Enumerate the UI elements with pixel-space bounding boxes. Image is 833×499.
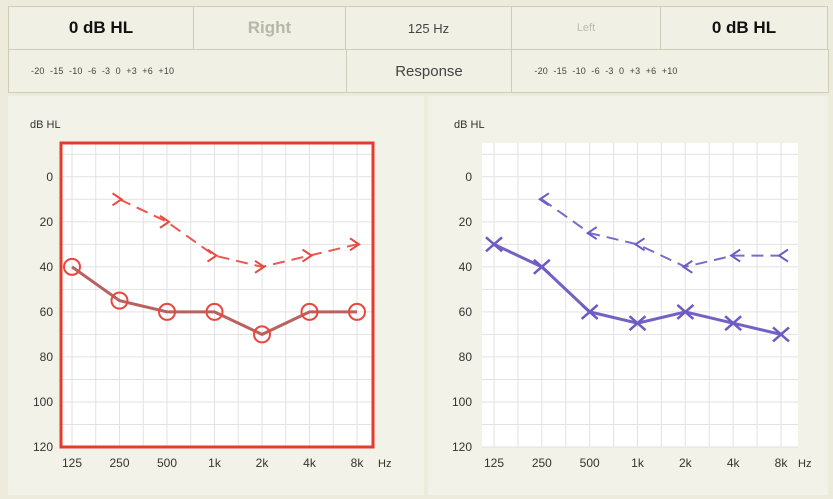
data-point-circle bbox=[63, 257, 81, 276]
x-tick-label: 250 bbox=[109, 456, 129, 470]
plot-area bbox=[61, 143, 373, 447]
y-axis-label: dB HL bbox=[30, 119, 61, 131]
data-point-x bbox=[580, 303, 599, 320]
y-tick-label: 0 bbox=[46, 170, 53, 184]
y-tick-label: 40 bbox=[40, 260, 54, 274]
data-point-chevron bbox=[206, 248, 219, 263]
x-tick-label: 2k bbox=[679, 456, 693, 470]
data-point-chevron bbox=[111, 192, 124, 207]
y-tick-label: 40 bbox=[459, 260, 473, 274]
data-point-circle bbox=[158, 302, 176, 321]
right-audiogram-chart[interactable]: dB HL 0 20 40 60 80 100 120 125 250 500 1k 2k 4k 8k Hz bbox=[8, 96, 424, 495]
x-tick-label: 125 bbox=[62, 456, 82, 470]
data-point-chevron bbox=[729, 248, 741, 263]
y-tick-label: 60 bbox=[459, 305, 473, 319]
y-tick-label: 100 bbox=[33, 395, 53, 409]
data-point-x bbox=[676, 303, 695, 320]
x-axis-label: Hz bbox=[798, 458, 811, 470]
x-tick-label: 1k bbox=[631, 456, 645, 470]
left-audiogram-panel: dB HL 0 20 40 60 80 100 120 125 250 500 1k 2k 4k 8k Hz bbox=[428, 96, 828, 495]
audiometer-header: 0 dB HL Right 125 Hz Left 0 dB HL -20 -1… bbox=[8, 6, 829, 93]
data-point-chevron bbox=[585, 226, 598, 240]
data-point-chevron bbox=[349, 237, 361, 252]
data-point-circle bbox=[205, 302, 224, 321]
x-tick-label: 250 bbox=[532, 456, 552, 470]
right-ear-button[interactable]: Right bbox=[193, 6, 346, 50]
data-point-chevron bbox=[254, 260, 266, 274]
frequency-display: 125 Hz bbox=[345, 6, 512, 50]
data-point-x bbox=[533, 258, 551, 275]
data-point-x bbox=[485, 236, 503, 253]
left-audiogram-chart[interactable]: dB HL 0 20 40 60 80 100 120 125 250 500 1k 2k 4k 8k Hz bbox=[428, 96, 828, 495]
x-tick-label: 500 bbox=[157, 456, 177, 470]
data-point-circle bbox=[110, 291, 129, 310]
y-tick-label: 0 bbox=[465, 170, 472, 184]
x-tick-label: 500 bbox=[580, 456, 600, 470]
series-line-left-chevron bbox=[541, 198, 781, 268]
x-tick-label: 125 bbox=[484, 456, 504, 470]
plot-area bbox=[482, 143, 798, 447]
x-tick-label: 8k bbox=[775, 456, 789, 470]
y-tick-label: 20 bbox=[40, 215, 54, 229]
x-tick-label: 4k bbox=[303, 456, 317, 470]
data-point-chevron bbox=[538, 192, 550, 207]
data-point-x bbox=[772, 326, 790, 343]
data-point-chevron bbox=[681, 260, 693, 274]
data-point-chevron bbox=[301, 248, 314, 263]
selected-ear-frame bbox=[59, 141, 375, 449]
y-tick-label: 80 bbox=[40, 350, 54, 364]
data-point-x bbox=[628, 315, 647, 332]
y-tick-label: 100 bbox=[452, 395, 472, 409]
x-tick-label: 1k bbox=[208, 456, 222, 470]
x-tick-label: 8k bbox=[351, 456, 365, 470]
left-level-display: 0 dB HL bbox=[660, 6, 828, 50]
x-tick-label: 2k bbox=[256, 456, 270, 470]
data-point-circle bbox=[300, 302, 319, 321]
data-point-chevron bbox=[777, 248, 789, 263]
series-line-circle bbox=[71, 265, 357, 337]
series-line-right-chevron bbox=[119, 198, 358, 268]
y-tick-label: 120 bbox=[33, 440, 53, 454]
y-tick-label: 20 bbox=[459, 215, 473, 229]
x-tick-label: 4k bbox=[727, 456, 741, 470]
response-label: Response bbox=[345, 49, 513, 93]
data-point-chevron bbox=[159, 214, 171, 229]
x-axis-label: Hz bbox=[378, 458, 391, 470]
right-level-display: 0 dB HL bbox=[8, 6, 194, 50]
y-tick-label: 60 bbox=[40, 305, 54, 319]
data-point-circle bbox=[253, 325, 271, 344]
y-tick-label: 120 bbox=[452, 440, 472, 454]
data-point-x bbox=[724, 315, 742, 332]
y-tick-label: 80 bbox=[459, 350, 473, 364]
data-point-chevron bbox=[633, 237, 646, 252]
right-audiogram-panel: dB HL 0 20 40 60 80 100 120 125 250 500 1k 2k 4k 8k Hz bbox=[8, 96, 424, 495]
right-response-scale[interactable]: -20 -15 -10 -6 -3 0 +3 +6 +10 bbox=[8, 49, 347, 93]
left-ear-button[interactable]: Left bbox=[511, 6, 661, 50]
y-axis-label: dB HL bbox=[454, 119, 485, 131]
data-point-circle bbox=[348, 302, 366, 321]
left-response-scale[interactable]: -20 -15 -10 -6 -3 0 +3 +6 +10 bbox=[511, 49, 829, 93]
